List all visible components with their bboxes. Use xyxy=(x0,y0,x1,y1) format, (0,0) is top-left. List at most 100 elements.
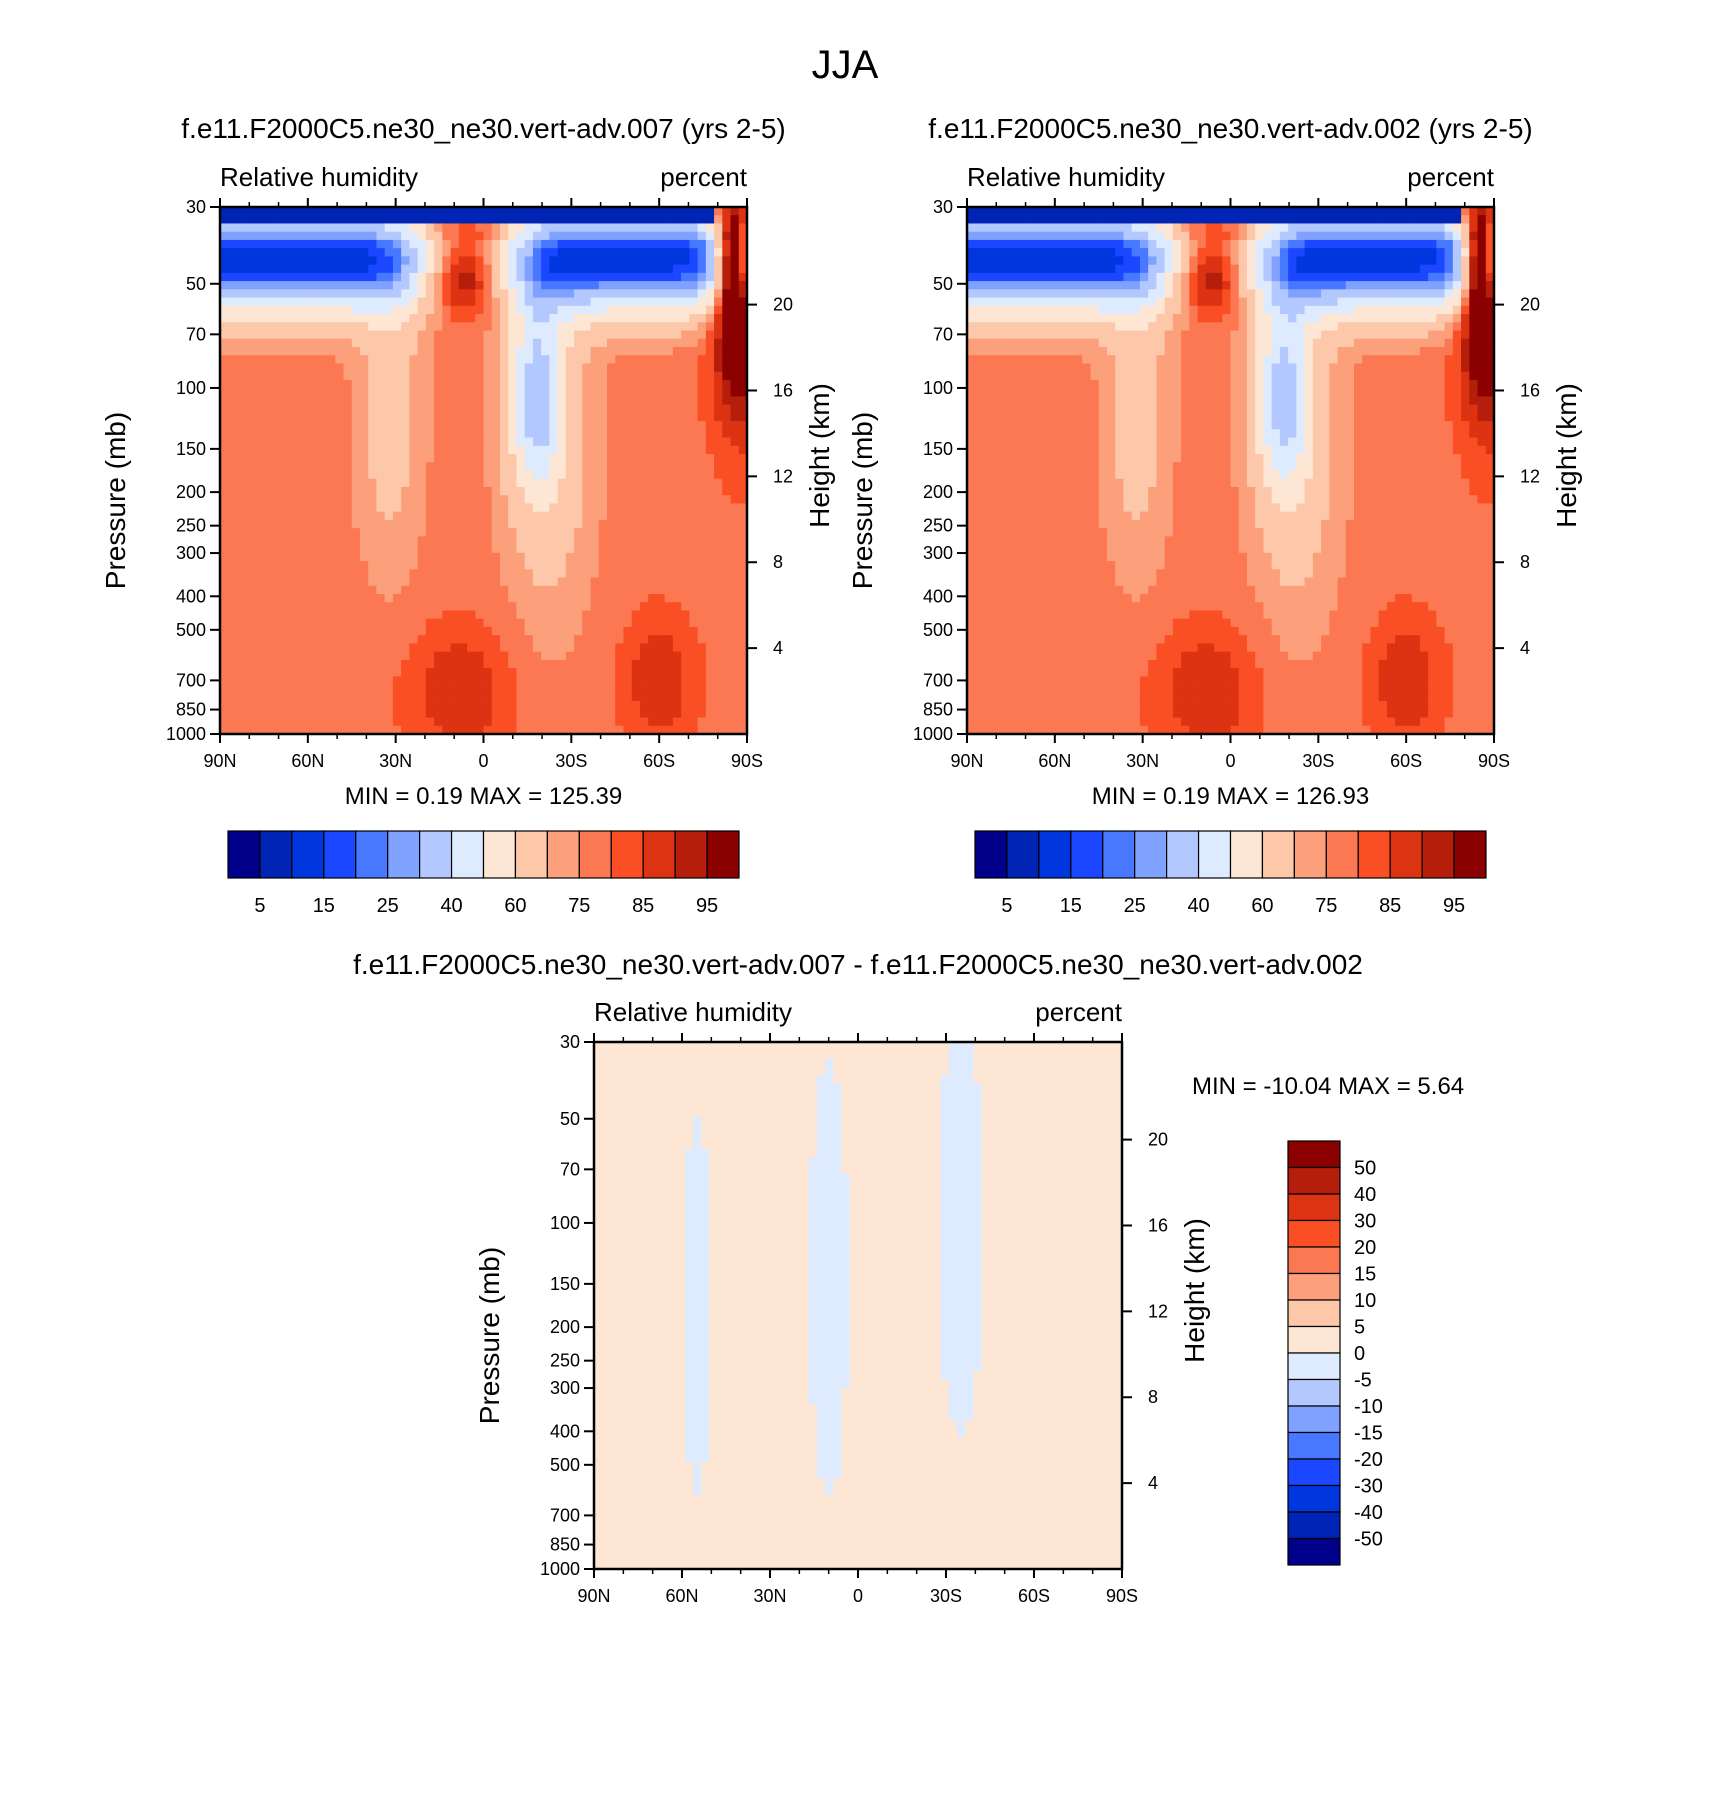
field-cell xyxy=(343,709,353,719)
field-cell xyxy=(574,454,583,463)
field-cell xyxy=(277,602,287,612)
field-cell xyxy=(549,281,559,290)
field-cell xyxy=(1189,281,1199,290)
field-cell xyxy=(722,305,732,315)
field-cell xyxy=(343,231,353,241)
field-cell xyxy=(499,561,509,570)
field-cell xyxy=(244,676,254,686)
field-cell xyxy=(475,651,485,661)
field-cell xyxy=(368,544,378,554)
field-cell xyxy=(285,338,295,348)
field-cell xyxy=(236,223,246,233)
field-cell xyxy=(1296,248,1306,257)
field-cell xyxy=(565,388,575,397)
field-cell xyxy=(722,404,732,414)
field-cell xyxy=(722,676,732,686)
field-cell xyxy=(244,239,254,249)
field-cell xyxy=(425,701,435,710)
field-cell xyxy=(335,305,345,315)
field-cell xyxy=(392,248,402,257)
field-cell xyxy=(730,610,740,620)
field-cell xyxy=(376,544,386,554)
field-cell xyxy=(277,355,287,365)
field-cell xyxy=(1461,272,1470,282)
field-cell xyxy=(1436,289,1446,299)
field-cell xyxy=(285,651,295,661)
field-cell xyxy=(491,231,501,241)
field-cell xyxy=(615,437,625,447)
field-cell xyxy=(1082,248,1092,257)
field-cell xyxy=(524,701,534,710)
field-cell xyxy=(615,552,625,562)
field-cell xyxy=(1469,215,1479,225)
field-cell xyxy=(574,412,583,422)
field-cell xyxy=(681,281,690,290)
field-cell xyxy=(228,396,238,406)
field-cell xyxy=(639,610,649,620)
field-cell xyxy=(442,519,452,529)
field-cell xyxy=(681,470,690,480)
field-cell xyxy=(524,478,534,488)
field-cell xyxy=(615,635,625,645)
field-cell xyxy=(392,314,402,323)
field-cell xyxy=(574,528,583,537)
field-cell xyxy=(1411,248,1421,257)
field-cell xyxy=(664,495,674,505)
field-cell xyxy=(697,701,707,710)
field-cell xyxy=(648,462,658,472)
field-cell xyxy=(467,330,476,340)
field-cell xyxy=(672,314,682,323)
field-cell xyxy=(1461,256,1470,266)
field-cell xyxy=(417,668,427,677)
field-cell xyxy=(549,725,559,735)
field-cell xyxy=(269,305,279,315)
field-cell xyxy=(220,437,229,447)
field-cell xyxy=(681,676,690,686)
field-cell xyxy=(499,322,509,332)
field-cell xyxy=(598,561,608,570)
field-cell xyxy=(565,709,575,719)
field-cell xyxy=(541,314,550,323)
field-cell xyxy=(376,314,386,323)
field-cell xyxy=(648,519,658,529)
field-cell xyxy=(1164,256,1174,266)
field-cell xyxy=(384,445,394,455)
field-cell xyxy=(689,528,699,537)
field-cell xyxy=(738,618,748,628)
field-cell xyxy=(1230,248,1240,257)
contour-field xyxy=(220,207,748,735)
field-cell xyxy=(327,396,336,406)
field-cell xyxy=(656,281,666,290)
field-cell xyxy=(269,396,279,406)
field-cell xyxy=(1312,215,1322,225)
field-cell xyxy=(607,552,616,562)
field-cell xyxy=(574,577,583,587)
field-cell xyxy=(697,396,707,406)
field-cell xyxy=(261,495,270,505)
field-cell xyxy=(672,215,682,225)
field-cell xyxy=(1032,248,1042,257)
field-cell xyxy=(294,635,303,645)
field-cell xyxy=(967,289,976,299)
field-cell xyxy=(1345,248,1355,257)
field-cell xyxy=(318,585,328,595)
field-cell xyxy=(574,486,583,496)
field-cell xyxy=(714,437,723,447)
field-cell xyxy=(1065,264,1075,274)
field-cell xyxy=(368,281,378,290)
field-cell xyxy=(541,709,550,719)
field-cell xyxy=(516,701,526,710)
field-cell xyxy=(639,643,649,653)
field-cell xyxy=(220,709,229,719)
field-cell xyxy=(368,651,378,661)
field-cell xyxy=(442,248,452,257)
field-cell xyxy=(294,322,303,332)
field-cell xyxy=(1123,223,1133,233)
field-cell xyxy=(639,676,649,686)
field-cell xyxy=(401,231,410,241)
field-cell xyxy=(656,379,666,389)
field-cell xyxy=(343,618,353,628)
field-cell xyxy=(318,281,328,290)
field-cell xyxy=(631,536,641,546)
field-cell xyxy=(697,355,707,365)
